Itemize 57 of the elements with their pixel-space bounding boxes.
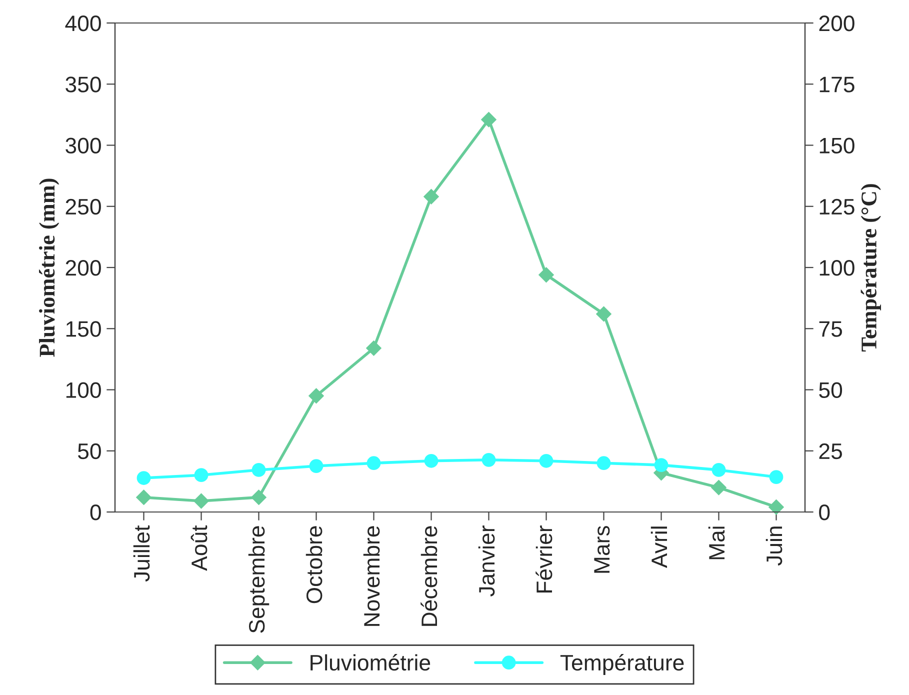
y2-tick-label: 0 xyxy=(819,504,830,520)
y2-tick-label: 150 xyxy=(820,138,854,154)
y2-tick-label: 200 xyxy=(819,16,854,32)
point xyxy=(251,490,266,505)
y2-axis-title: Température (°C) xyxy=(860,184,881,352)
x-tick-label: Décembre xyxy=(420,526,438,626)
y2-tick-label: 25 xyxy=(819,443,842,460)
y2-tick-label: 100 xyxy=(820,260,854,276)
y2-tick-label: 175 xyxy=(820,76,854,92)
point xyxy=(481,112,496,128)
point xyxy=(539,454,554,468)
y-tick-label: 350 xyxy=(66,76,101,92)
point xyxy=(309,459,324,473)
y2-tick-label: 50 xyxy=(819,382,842,398)
x-tick-label: Juillet xyxy=(133,525,150,582)
y-axis-title: Pluviométrie (mm) xyxy=(39,178,60,357)
point xyxy=(136,471,151,485)
point xyxy=(711,480,726,496)
x-tick-label: Novembre xyxy=(363,526,380,626)
x-tick-label: Mars xyxy=(594,526,610,573)
point xyxy=(424,189,439,204)
y2-tick-label: 125 xyxy=(820,198,854,215)
legend-label: Pluviométrie xyxy=(310,654,430,671)
x-tick-label: Avril xyxy=(650,526,667,568)
y-tick-label: 0 xyxy=(90,504,101,520)
point xyxy=(194,493,209,509)
point xyxy=(654,458,668,472)
x-tick-label: Août xyxy=(190,525,208,571)
y-tick-label: 200 xyxy=(66,260,101,276)
legend-label: Température xyxy=(560,654,684,675)
x-tick-label: Mai xyxy=(708,526,725,560)
x-tick-label: Juin xyxy=(766,526,782,566)
point xyxy=(366,340,382,356)
point xyxy=(252,463,266,477)
point xyxy=(136,490,152,505)
y-tick-label: 300 xyxy=(66,138,101,154)
y-tick-label: 100 xyxy=(66,382,101,398)
y-tick-label: 400 xyxy=(65,16,101,32)
point xyxy=(194,468,208,482)
y-tick-label: 250 xyxy=(66,198,101,215)
y-tick-label: 50 xyxy=(78,443,101,460)
point xyxy=(482,452,496,467)
point xyxy=(596,306,612,322)
point xyxy=(538,267,554,282)
point xyxy=(769,470,784,484)
x-tick-label: Octobre xyxy=(306,526,322,604)
x-tick-label: Janvier xyxy=(478,526,495,596)
point xyxy=(366,456,381,470)
point xyxy=(424,454,438,468)
point xyxy=(768,500,784,515)
point xyxy=(596,456,611,470)
y-tick-label: 150 xyxy=(66,321,101,337)
point xyxy=(712,463,726,477)
x-tick-label: Septembre xyxy=(248,526,270,633)
y2-tick-label: 75 xyxy=(819,321,842,337)
point xyxy=(308,388,324,404)
x-tick-label: Février xyxy=(536,526,552,593)
